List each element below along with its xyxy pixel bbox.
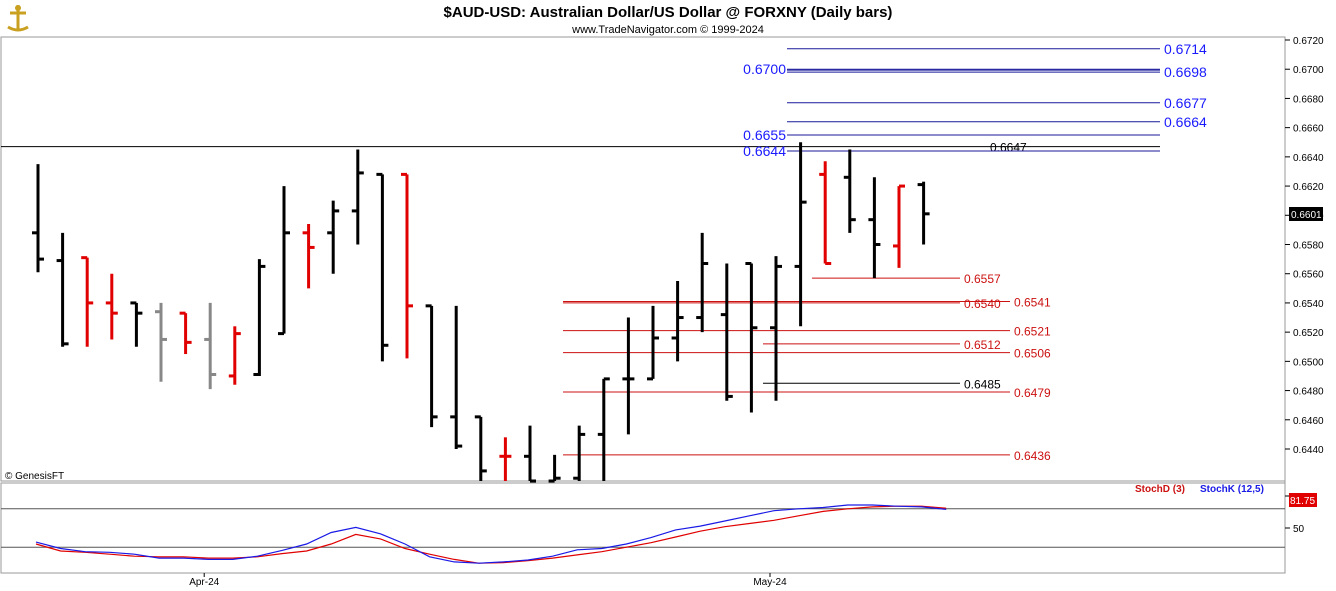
ohlc-bar (179, 311, 192, 355)
last-price-label: 0.6601 (1291, 210, 1322, 221)
ohlc-bar (327, 200, 340, 274)
ohlc-bar (770, 256, 782, 401)
stoch-last-marker: 81.75 (1289, 493, 1317, 507)
level-label: 0.6506 (1014, 347, 1051, 361)
ohlc-bar (376, 172, 389, 362)
ohlc-bar (622, 317, 635, 435)
ohlc-bar (917, 181, 930, 245)
stochastic-panel (0, 482, 1286, 574)
price-tick-label: 0.6580 (1293, 241, 1324, 252)
ohlc-bar (105, 273, 118, 340)
ohlc-bar (499, 437, 512, 481)
level-label: 0.6485 (964, 377, 1001, 391)
price-tick-label: 0.6480 (1293, 387, 1324, 398)
price-tick-label: 0.6520 (1293, 328, 1324, 339)
level-label: 0.6664 (1164, 114, 1207, 130)
ohlc-bar (843, 149, 856, 233)
ohlc-bar (573, 425, 586, 481)
ohlc-bar (278, 186, 290, 336)
price-tick-label: 0.6680 (1293, 94, 1324, 105)
ohlc-bar (893, 184, 905, 268)
ohlc-bar (81, 256, 94, 347)
ohlc-bar (228, 326, 241, 385)
level-label: 0.6700 (743, 61, 786, 77)
stochastic-lines (35, 504, 947, 564)
level-label: 0.6677 (1164, 95, 1207, 111)
price-tick-label: 0.6700 (1293, 65, 1324, 76)
level-label: 0.6512 (964, 338, 1001, 352)
level-label: 0.6557 (964, 272, 1001, 286)
ohlc-bar (351, 149, 364, 245)
price-tick-label: 0.6540 (1293, 299, 1324, 310)
price-axis: 0.6720 0.6700 0.6680 0.6660 0.6640 0.6620 0.66… (1285, 36, 1324, 456)
last-price-marker: 0.6601 (1289, 207, 1323, 221)
price-tick-label: 0.6720 (1293, 36, 1324, 47)
level-label: 0.6655 (743, 127, 786, 143)
ohlc-bar (204, 302, 217, 390)
ohlc-bar (425, 304, 438, 428)
ohlc-bar (32, 164, 44, 273)
stoch-tick-label: 50 (1293, 524, 1305, 535)
price-tick-label: 0.6560 (1293, 270, 1324, 281)
price-tick-label: 0.6640 (1293, 153, 1324, 164)
copyright-label: © GenesisFT (5, 471, 64, 482)
ohlc-bar (548, 454, 561, 483)
ohlc-bars (32, 142, 930, 483)
ohlc-bar (253, 259, 266, 377)
level-label: 0.6436 (1014, 449, 1051, 463)
level-label: 0.6541 (1014, 295, 1051, 309)
level-label: 0.6521 (1014, 325, 1051, 339)
stoch-last-label: 81.75 (1290, 496, 1315, 507)
price-tick-label: 0.6660 (1293, 124, 1324, 135)
ohlc-bar (474, 415, 487, 481)
level-label: 0.6644 (743, 143, 786, 159)
time-axis: Apr-24 May-24 (189, 573, 787, 588)
level-label: 0.6698 (1164, 64, 1207, 80)
ohlc-bar (597, 377, 610, 481)
ohlc-bar (745, 261, 758, 413)
chart-title: $AUD-USD: Australian Dollar/US Dollar @ … (444, 4, 893, 21)
chart-subtitle: www.TradeNavigator.com © 1999-2024 (571, 24, 764, 36)
level-label: 0.6479 (1014, 386, 1051, 400)
level-label: 0.6540 (964, 297, 1001, 311)
price-tick-label: 0.6620 (1293, 182, 1324, 193)
legend-stochd: StochD (3) (1135, 484, 1185, 495)
fibonacci-levels: 0.6647 0.6714 0.6700 0.6698 0.6677 0.6664 0.66… (1, 41, 1207, 463)
legend-stochk: StochK (12,5) (1200, 484, 1264, 495)
time-tick-label: May-24 (753, 577, 787, 588)
ohlc-bar (56, 232, 69, 347)
ohlc-bar (302, 224, 315, 289)
genesis-logo-icon (4, 3, 32, 33)
ohlc-bar (524, 425, 536, 483)
level-label: 0.6714 (1164, 41, 1207, 57)
stochastic-grid (1, 508, 1285, 548)
price-tick-label: 0.6500 (1293, 357, 1324, 368)
ohlc-bar (671, 281, 684, 362)
ohlc-bar (647, 305, 659, 381)
ohlc-bar (696, 232, 709, 333)
ohlc-bar (720, 263, 733, 401)
level-label: 0.6647 (990, 141, 1027, 155)
ohlc-bar (155, 302, 167, 382)
price-tick-label: 0.6460 (1293, 416, 1324, 427)
price-tick-label: 0.6440 (1293, 445, 1324, 456)
stochk-line (35, 504, 947, 564)
ohlc-bar (819, 161, 832, 265)
ohlc-bar (450, 305, 463, 449)
ohlc-bar (794, 142, 807, 327)
ohlc-bar (130, 301, 143, 347)
ohlc-bar (868, 177, 881, 279)
price-panel (0, 36, 1286, 482)
time-tick-label: Apr-24 (189, 577, 219, 588)
ohlc-bar (401, 172, 413, 359)
